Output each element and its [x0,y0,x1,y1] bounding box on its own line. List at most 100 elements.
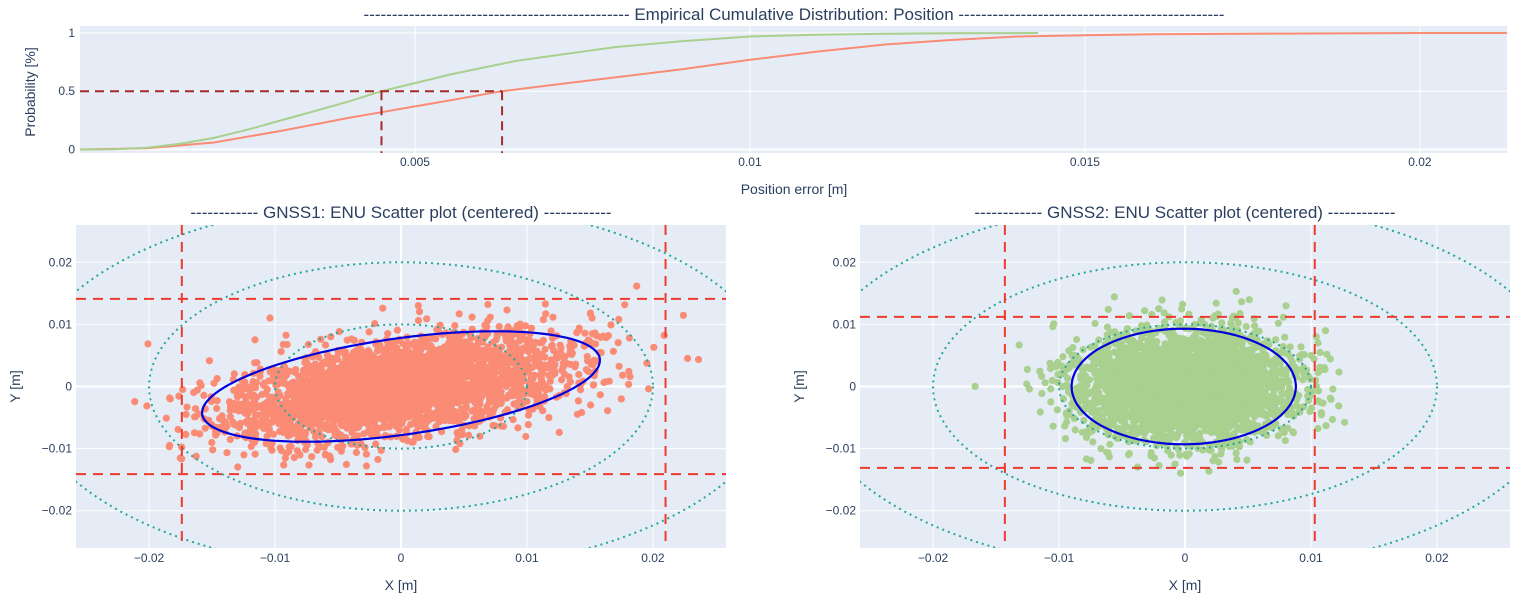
gnss1-point [211,431,220,439]
gnss1-point [499,422,508,430]
gnss1-point [587,401,595,409]
gnss1-point [414,394,422,402]
gnss1-point [305,409,313,417]
gnss1-point [381,361,389,369]
cdf-line-gnss2 [79,32,1039,151]
gnss1-point [280,461,288,469]
gnss1-point [422,374,430,382]
gnss2-y-tick: −0.01 [826,442,857,456]
cdf-x-axis-label: Position error [m] [741,181,848,197]
gnss1-point [231,404,239,412]
gnss1-point [275,415,283,423]
gnss2-point [1089,438,1097,446]
gnss1-point [303,416,311,424]
gnss2-scatter-title: ------------ GNSS2: ENU Scatter plot (ce… [974,203,1395,222]
gnss1-point [550,347,558,355]
gnss1-point [417,381,425,389]
gnss1-point [143,402,151,410]
gnss1-point [268,446,276,454]
gnss1-point [523,361,531,369]
gnss1-point [277,379,285,387]
gnss2-point [1047,398,1055,406]
gnss1-point [265,399,273,407]
gnss1-point [531,357,539,365]
gnss1-point [567,360,575,369]
gnss1-point [296,433,304,442]
gnss1-point [308,416,316,424]
gnss1-point [596,391,604,399]
gnss1-point [339,434,347,442]
cdf-x-tick: 0.015 [1070,155,1100,169]
gnss1-point [366,374,374,382]
gnss1-point [384,373,392,381]
gnss1-point [451,322,459,330]
gnss1-point [604,407,612,415]
gnss1-point [408,391,416,399]
gnss1-point [213,397,221,405]
gnss1-point [340,363,348,371]
gnss1-point [339,378,347,387]
gnss1-point [503,306,511,314]
gnss1-point [525,335,533,343]
gnss2-point [1314,368,1322,376]
cdf-y-ticks: 0 0.5 1 [58,26,75,157]
gnss1-point [581,329,589,337]
gnss1-point [277,367,285,375]
gnss1-point [388,382,396,390]
gnss1-point [131,398,139,406]
gnss1-point [334,349,343,357]
gnss2-point [1316,348,1324,356]
gnss1-point [382,347,390,355]
gnss2-point [1038,389,1046,398]
gnss1-point [432,422,440,431]
gnss1-point [200,391,208,399]
gnss2-point [1232,449,1240,457]
gnss1-points [131,282,703,471]
gnss1-point [238,406,246,414]
gnss1-point [359,394,367,402]
gnss2-point [1281,333,1289,341]
gnss1-point [315,353,323,361]
gnss1-point [407,411,415,419]
gnss2-point [1299,376,1307,384]
gnss2-point [1160,309,1168,317]
gnss1-point [210,379,218,387]
gnss1-point [516,320,524,328]
gnss1-point [439,410,447,418]
gnss1-point [375,399,384,407]
gnss1-point [402,398,410,406]
gnss1-point [445,412,453,420]
gnss1-y-axis-label: Y [m] [7,370,23,402]
gnss1-point [236,419,244,427]
gnss2-point [1251,322,1259,330]
gnss1-point [191,405,200,413]
gnss2-point [1071,426,1079,434]
gnss2-point [1297,343,1305,351]
gnss1-point [402,425,411,433]
gnss2-point [1205,467,1213,475]
gnss1-point [560,370,569,378]
gnss1-point [226,435,234,444]
cdf-x-tick: 0.02 [1408,155,1432,169]
gnss1-x-tick: −0.01 [260,551,291,565]
gnss1-point [568,350,576,358]
gnss1-point [518,373,526,381]
gnss1-point [315,428,323,436]
cdf-x-tick: 0.005 [400,155,430,169]
gnss1-y-tick: 0 [65,380,72,394]
gnss2-point [1288,358,1296,366]
gnss1-point [408,405,416,413]
gnss1-point [549,313,557,321]
gnss1-point [174,425,182,434]
gnss2-point [1015,341,1023,349]
gnss1-point [387,416,395,424]
gnss1-point [369,384,377,392]
gnss1-point [393,390,401,398]
gnss1-point [232,386,240,394]
gnss1-point [558,376,566,384]
gnss1-point [365,356,373,364]
gnss1-point [144,340,152,348]
gnss1-point [433,326,441,334]
gnss1-point [403,391,411,399]
gnss1-point [428,334,436,342]
